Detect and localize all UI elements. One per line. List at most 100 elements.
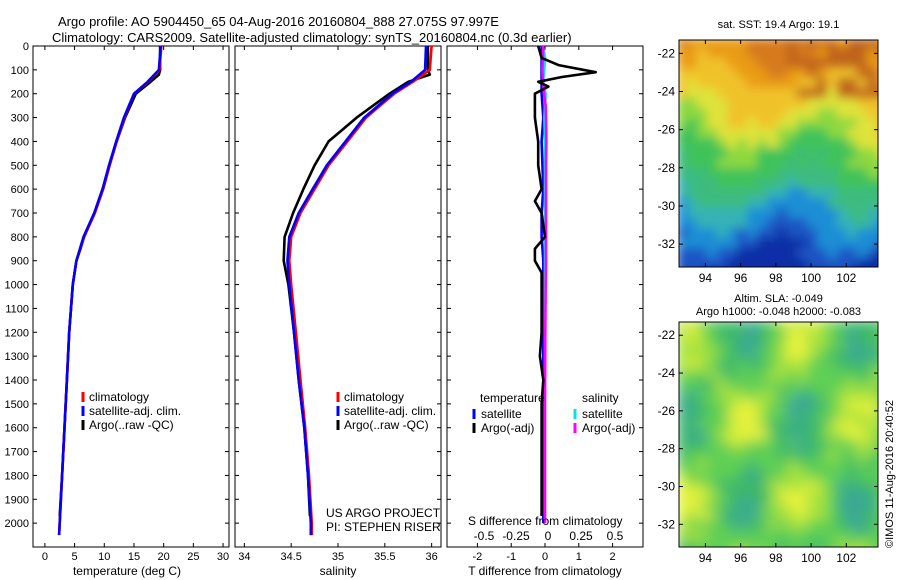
temperature-xtick-label: 5 — [72, 551, 78, 563]
salinity-tick-label: 0 — [545, 529, 552, 543]
temperature-frame — [32, 45, 230, 548]
project-annotation: US ARGO PROJECT — [326, 506, 441, 520]
map-sst: 94 96 98 100 102 -22 -24 -26 -28 -30 -32 sat. SST: … — [658, 19, 879, 285]
sst-xtick-label: 96 — [734, 271, 748, 285]
sla-ytick-label: -28 — [658, 442, 676, 456]
temperature-xtick-label: 25 — [187, 551, 199, 563]
sst-title: sat. SST: 19.4 Argo: 19.1 — [718, 19, 840, 31]
legend-label: Argo(-adj) — [582, 421, 635, 435]
panel-differences: -2 -1 0 1 2T difference from climatology temp… — [446, 45, 644, 578]
sst-ytick-label: -28 — [658, 161, 676, 175]
sla-xtick-label: 94 — [699, 551, 713, 565]
salinity-xtick-label: 35 — [332, 551, 344, 563]
depth-tick-label: 1300 — [5, 351, 29, 363]
sst-ytick-label: -32 — [658, 237, 676, 251]
depth-tick-label: 1200 — [5, 327, 29, 339]
sst-ytick-label: -24 — [658, 85, 676, 99]
sla-xtick-label: 100 — [801, 551, 821, 565]
salinity-axis-label: S difference from climatology — [468, 514, 623, 528]
sla-xtick-label: 98 — [769, 551, 783, 565]
depth-tick-label: 800 — [11, 232, 29, 244]
differences-xtick-label: -2 — [473, 551, 483, 563]
salinity-xtick-label: 34 — [238, 551, 250, 563]
depth-tick-label: 1500 — [5, 399, 29, 411]
differences-xtick-label: -1 — [506, 551, 516, 563]
legend-label: climatology — [344, 390, 404, 404]
salinity-xtick-label: 34.5 — [280, 551, 301, 563]
sla-title-line2: Argo h1000: -0.048 h2000: -0.083 — [696, 306, 861, 318]
pi-annotation: PI: STEPHEN RISER — [326, 520, 441, 534]
temperature-xtick-label: 0 — [42, 551, 48, 563]
depth-tick-label: 400 — [11, 136, 29, 148]
temperature-xtick-label: 15 — [128, 551, 140, 563]
sst-xtick-label: 100 — [801, 271, 821, 285]
figure-title-line2: Climatology: CARS2009. Satellite-adjuste… — [52, 30, 572, 45]
sla-field — [679, 322, 878, 547]
depth-tick-label: 1100 — [5, 303, 29, 315]
sst-field-blur — [679, 40, 878, 267]
legend-header-temperature: temperature — [480, 391, 545, 405]
salinity-tick-label: 0.5 — [607, 529, 624, 543]
salinity-xlabel: salinity — [320, 564, 357, 578]
salinity-series-1 — [286, 45, 428, 536]
depth-tick-label: 1700 — [5, 447, 29, 459]
depth-tick-label: 1600 — [5, 423, 29, 435]
sla-ytick-label: -24 — [658, 366, 676, 380]
depth-tick-label: 900 — [11, 256, 29, 268]
legend-label: Argo(..raw -QC) — [344, 418, 429, 432]
panel-salinity: 34 34.5 35 35.5 36 salinity climatologysatelli… — [234, 45, 442, 578]
depth-tick-label: 2000 — [5, 518, 29, 530]
temperature-xtick-label: 30 — [217, 551, 229, 563]
salinity-tick-label: -0.25 — [502, 529, 530, 543]
sst-field — [679, 40, 878, 267]
sla-ytick-label: -26 — [658, 404, 676, 418]
depth-tick-label: 600 — [11, 184, 29, 196]
depth-tick-label: 700 — [11, 208, 29, 220]
sla-title-line1: Altim. SLA: -0.049 — [734, 293, 823, 305]
depth-tick-label: 0 — [23, 41, 29, 53]
differences-xtick-label: 0 — [542, 551, 548, 563]
salinity-xtick-label: 36 — [426, 551, 438, 563]
sst-ytick-label: -26 — [658, 123, 676, 137]
sla-ytick-label: -22 — [658, 328, 676, 342]
differences-series-1 — [533, 45, 598, 516]
salinity-tick-label: -0.5 — [474, 529, 495, 543]
sla-ytick-label: -30 — [658, 479, 676, 493]
sla-field-blur — [679, 322, 878, 547]
depth-tick-label: 1800 — [5, 470, 29, 482]
differences-xtick-label: 1 — [576, 551, 582, 563]
panel-temperature: 0100200300400500600700800900100011001200… — [5, 41, 230, 578]
figure-title-line1: Argo profile: AO 5904450_65 04-Aug-2016 … — [58, 14, 499, 29]
sst-ytick-label: -22 — [658, 46, 676, 60]
salinity-xtick-label: 35.5 — [374, 551, 395, 563]
legend-label: satellite-adj. clim. — [89, 404, 181, 418]
legend-header-salinity: salinity — [582, 391, 619, 405]
legend-label: satellite — [481, 407, 522, 421]
differences-xlabel: T difference from climatology — [468, 564, 622, 578]
legend-label: Argo(..raw -QC) — [89, 418, 174, 432]
sla-xtick-label: 102 — [836, 551, 856, 565]
legend-label: satellite — [582, 407, 623, 421]
salinity-frame — [234, 45, 442, 548]
temperature-xlabel: temperature (deg C) — [73, 564, 181, 578]
differences-xtick-label: 2 — [610, 551, 616, 563]
sst-xtick-label: 94 — [699, 271, 713, 285]
temperature-xtick-label: 20 — [158, 551, 170, 563]
temperature-series-1 — [57, 45, 162, 536]
sla-frame — [678, 321, 879, 548]
sst-xtick-label: 98 — [769, 271, 783, 285]
legend-label: Argo(-adj) — [481, 421, 534, 435]
sst-ytick-label: -30 — [658, 199, 676, 213]
depth-tick-label: 1000 — [5, 280, 29, 292]
sst-xtick-label: 102 — [836, 271, 856, 285]
depth-tick-label: 1400 — [5, 375, 29, 387]
depth-tick-label: 300 — [11, 113, 29, 125]
map-sla: 94 96 98 100 102 -22 -24 -26 -28 -30 -32 Altim. SLA… — [658, 293, 879, 565]
sst-frame — [678, 39, 879, 268]
sla-ytick-label: -32 — [658, 517, 676, 531]
sla-xtick-label: 96 — [734, 551, 748, 565]
depth-tick-label: 100 — [11, 65, 29, 77]
depth-tick-label: 1900 — [5, 494, 29, 506]
legend-label: climatology — [89, 390, 149, 404]
depth-tick-label: 200 — [11, 89, 29, 101]
